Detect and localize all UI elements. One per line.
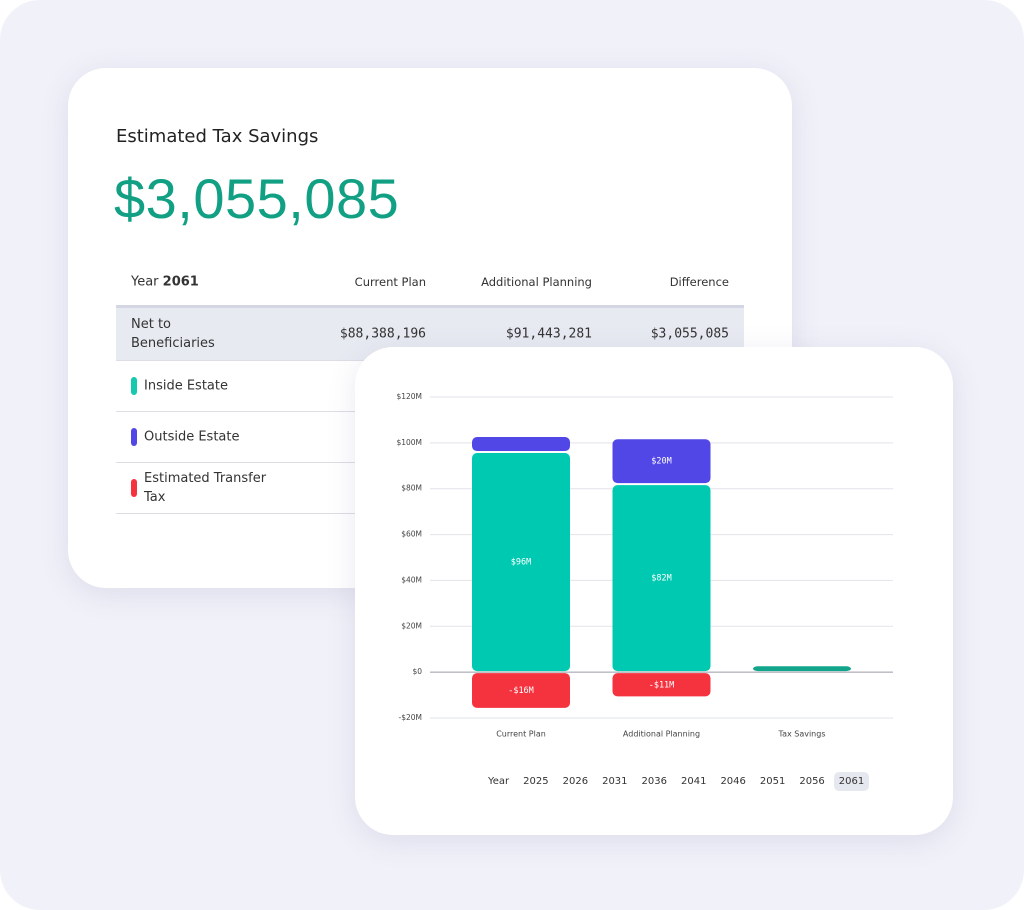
y-tick-label: -$20M xyxy=(399,713,423,722)
value-label: $82M xyxy=(651,574,671,584)
value-label: -$16M xyxy=(508,686,534,696)
bar-segment xyxy=(753,666,851,672)
y-tick-label: $60M xyxy=(401,530,422,539)
year-selector: Year 2025 2026 2031 2036 2041 2046 2051 2056 206… xyxy=(483,772,870,791)
y-tick-label: $80M xyxy=(401,484,422,493)
y-tick-label: $0 xyxy=(412,667,422,676)
year-option[interactable]: 2025 xyxy=(523,776,549,787)
bar-segment xyxy=(612,439,711,484)
row-value: $3,055,085 xyxy=(650,326,729,342)
year-option[interactable]: 2031 xyxy=(602,776,628,787)
bar-segment xyxy=(612,485,711,672)
bar-segment xyxy=(472,453,570,672)
row-indicator xyxy=(131,377,137,395)
row-value: $88,388,196 xyxy=(339,326,426,342)
bar-segment xyxy=(612,673,711,697)
y-tick-label: $20M xyxy=(401,621,422,630)
row-indicator xyxy=(131,479,137,497)
x-tick-label: Current Plan xyxy=(496,730,546,739)
value-label: $96M xyxy=(511,558,531,568)
row-label: Inside Estate xyxy=(144,378,228,394)
year-option[interactable]: 2051 xyxy=(759,776,786,787)
year-label-text: Year xyxy=(131,274,159,289)
year-value: 2061 xyxy=(162,274,199,289)
column-header: Difference xyxy=(669,274,729,289)
savings-amount: $3,055,085 xyxy=(114,167,400,230)
year-selector-label: Year xyxy=(488,776,510,787)
column-header: Current Plan xyxy=(354,274,426,289)
x-tick-label: Tax Savings xyxy=(778,730,826,739)
column-header: Additional Planning xyxy=(481,274,592,289)
year-option[interactable]: 2036 xyxy=(641,776,667,787)
value-label: $20M xyxy=(651,457,671,467)
year-label: Year 2061 xyxy=(131,274,199,289)
year-option[interactable]: 2046 xyxy=(720,776,746,787)
bar-segment xyxy=(472,673,570,708)
row-label: Net to Beneficiaries xyxy=(131,317,215,351)
table-header: Year 2061 Current Plan Additional Plannin… xyxy=(116,258,744,308)
chart-card: -$20M $0 $20M $40M $60M $80M $100M $120M Current… xyxy=(355,347,953,835)
card-title: Estimated Tax Savings xyxy=(116,126,319,147)
year-option[interactable]: 2041 xyxy=(680,776,707,787)
value-label: -$11M xyxy=(649,680,675,690)
row-value: $91,443,281 xyxy=(505,326,592,342)
year-option[interactable]: 2056 xyxy=(799,776,825,787)
y-tick-label: $120M xyxy=(396,392,422,401)
x-tick-label: Additional Planning xyxy=(623,730,700,739)
year-option[interactable]: 2026 xyxy=(562,776,589,787)
row-label: Estimated Transfer Tax xyxy=(144,471,267,505)
y-tick-label: $100M xyxy=(396,438,422,447)
year-option[interactable]: 2061 xyxy=(833,772,870,791)
row-label: Outside Estate xyxy=(144,429,240,445)
chart: -$20M $0 $20M $40M $60M $80M $100M $120M Current… xyxy=(396,392,893,739)
row-indicator xyxy=(131,428,137,446)
y-tick-label: $40M xyxy=(401,575,422,584)
bar-segment xyxy=(472,436,570,452)
